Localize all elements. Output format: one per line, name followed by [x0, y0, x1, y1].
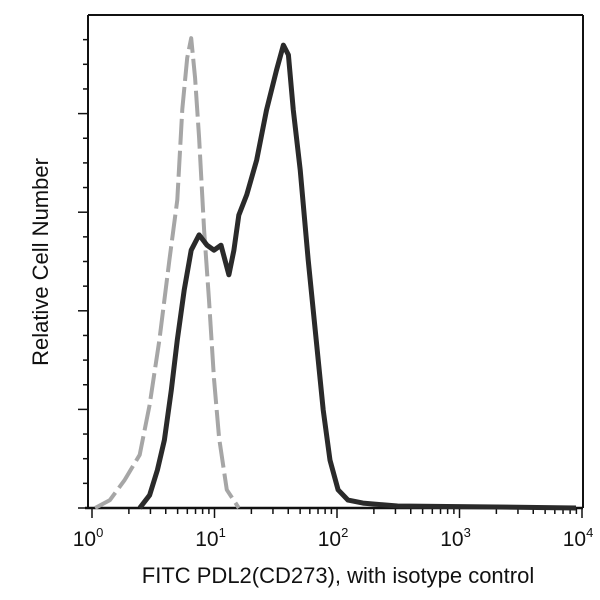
x-tick-label: 103	[440, 525, 471, 551]
x-tick-base: 10	[318, 528, 341, 551]
x-tick-base: 10	[563, 528, 586, 551]
x-tick-exponent: 0	[96, 525, 103, 540]
x-tick-label: 101	[195, 525, 226, 551]
x-tick-label: 104	[563, 525, 594, 551]
x-tick-exponent: 3	[464, 525, 471, 540]
x-tick-base: 10	[73, 528, 96, 551]
series-group	[94, 36, 577, 511]
pdl2-stained-curve	[137, 42, 577, 511]
x-axis-title: FITC PDL2(CD273), with isotype control	[142, 563, 534, 588]
x-tick-label: 102	[318, 525, 349, 551]
x-tick-base: 10	[195, 528, 218, 551]
x-tick-exponent: 2	[341, 525, 348, 540]
x-tick-labels: 100 101 102 103 104	[73, 525, 594, 551]
x-tick-exponent: 1	[219, 525, 226, 540]
x-tick-label: 100	[73, 525, 104, 551]
axes	[78, 14, 584, 518]
x-tick-base: 10	[440, 528, 463, 551]
x-tick-exponent: 4	[586, 525, 593, 540]
y-axis-title: Relative Cell Number	[28, 158, 53, 366]
isotype-control-curve	[94, 36, 241, 510]
